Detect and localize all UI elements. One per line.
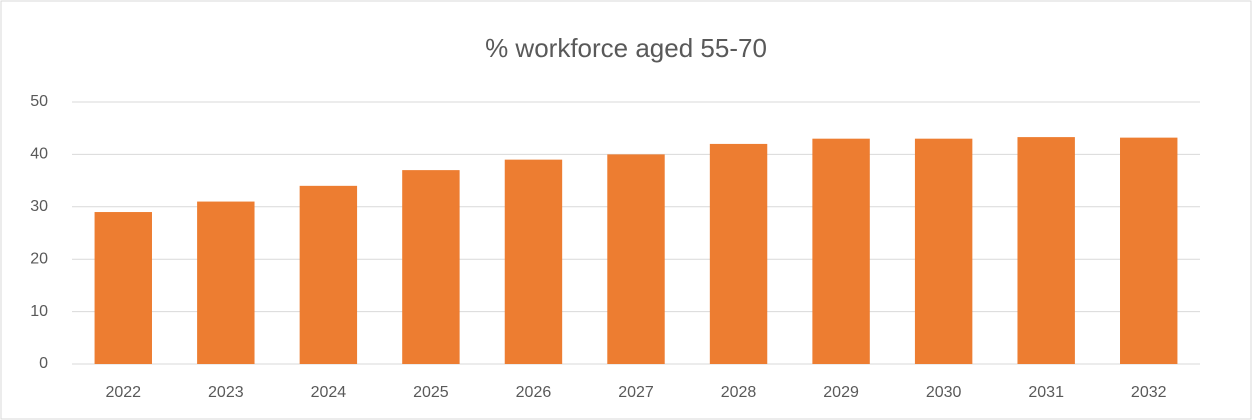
x-tick-label: 2023 xyxy=(208,384,244,401)
x-tick-label: 2028 xyxy=(721,384,757,401)
y-tick-label: 40 xyxy=(30,146,48,163)
y-tick-label: 0 xyxy=(39,355,48,372)
x-tick-label: 2022 xyxy=(105,384,141,401)
y-tick-label: 10 xyxy=(30,303,48,320)
x-tick-label: 2030 xyxy=(926,384,962,401)
x-tick-label: 2025 xyxy=(413,384,449,401)
bar xyxy=(299,185,358,364)
y-tick-label: 20 xyxy=(30,250,48,267)
x-tick-label: 2032 xyxy=(1131,384,1167,401)
bar xyxy=(914,138,973,364)
bar xyxy=(94,212,152,364)
bar xyxy=(1120,137,1178,364)
bar xyxy=(402,170,460,364)
x-tick-label: 2029 xyxy=(823,384,859,401)
bar xyxy=(1017,137,1075,364)
x-tick-label: 2027 xyxy=(618,384,654,401)
bar xyxy=(197,201,255,364)
chart-title: % workforce aged 55-70 xyxy=(485,33,767,63)
y-tick-label: 30 xyxy=(30,198,48,215)
bar xyxy=(504,159,563,364)
bar xyxy=(709,143,768,364)
bar xyxy=(607,154,665,364)
x-tick-label: 2024 xyxy=(311,384,347,401)
bar xyxy=(812,138,870,364)
x-tick-label: 2031 xyxy=(1028,384,1064,401)
x-tick-label: 2026 xyxy=(516,384,552,401)
y-tick-label: 50 xyxy=(30,93,48,110)
